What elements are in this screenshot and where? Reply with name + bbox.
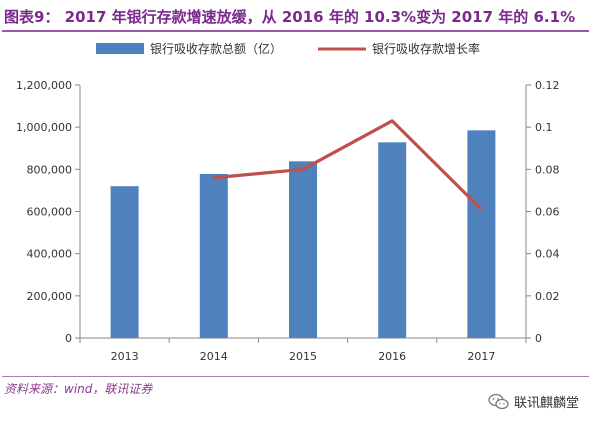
x-tick-label: 2015 <box>289 350 317 363</box>
y-left-tick-label: 1,000,000 <box>16 121 72 134</box>
y-left-tick-label: 600,000 <box>27 206 73 219</box>
x-tick-label: 2016 <box>378 350 406 363</box>
y-left-tick-label: 1,200,000 <box>16 79 72 92</box>
y-right-tick-label: 0.1 <box>535 121 553 134</box>
bar <box>199 173 228 338</box>
y-right-tick-label: 0.02 <box>535 290 560 303</box>
source-divider <box>2 376 589 377</box>
legend-swatch-bar <box>96 43 144 54</box>
title-divider <box>2 30 589 32</box>
x-tick-label: 2014 <box>200 350 228 363</box>
watermark: 联讯麒麟堂 <box>488 392 579 411</box>
x-tick-label: 2013 <box>111 350 139 363</box>
bar <box>467 130 496 338</box>
bar <box>378 142 407 338</box>
bar <box>110 186 139 338</box>
y-right-tick-label: 0.06 <box>535 206 560 219</box>
source-note: 资料来源：wind，联讯证券 <box>4 382 153 396</box>
growth-line <box>213 119 483 211</box>
y-left-tick-label: 200,000 <box>27 290 73 303</box>
wechat-icon <box>488 393 509 409</box>
y-left-tick-label: 400,000 <box>27 248 73 261</box>
y-left-tick-label: 800,000 <box>27 163 73 176</box>
chart-title: 图表9： 2017 年银行存款增速放缓，从 2016 年的 10.3%变为 20… <box>4 8 576 26</box>
y-right-tick-label: 0 <box>535 332 542 345</box>
combo-chart: 银行吸收存款总额（亿） 银行吸收存款增长率 0 200,000 400,000 600,0… <box>16 41 560 363</box>
legend-label-bar: 银行吸收存款总额（亿） <box>150 41 282 56</box>
bar <box>289 161 317 338</box>
watermark-text: 联讯麒麟堂 <box>513 396 579 411</box>
y-right-tick-label: 0.12 <box>535 79 560 92</box>
x-tick-label: 2017 <box>467 350 495 363</box>
y-right-tick-label: 0.04 <box>535 248 560 261</box>
y-left-tick-label: 0 <box>65 332 72 345</box>
legend-label-line: 银行吸收存款增长率 <box>372 41 480 56</box>
y-right-tick-label: 0.08 <box>535 163 560 176</box>
